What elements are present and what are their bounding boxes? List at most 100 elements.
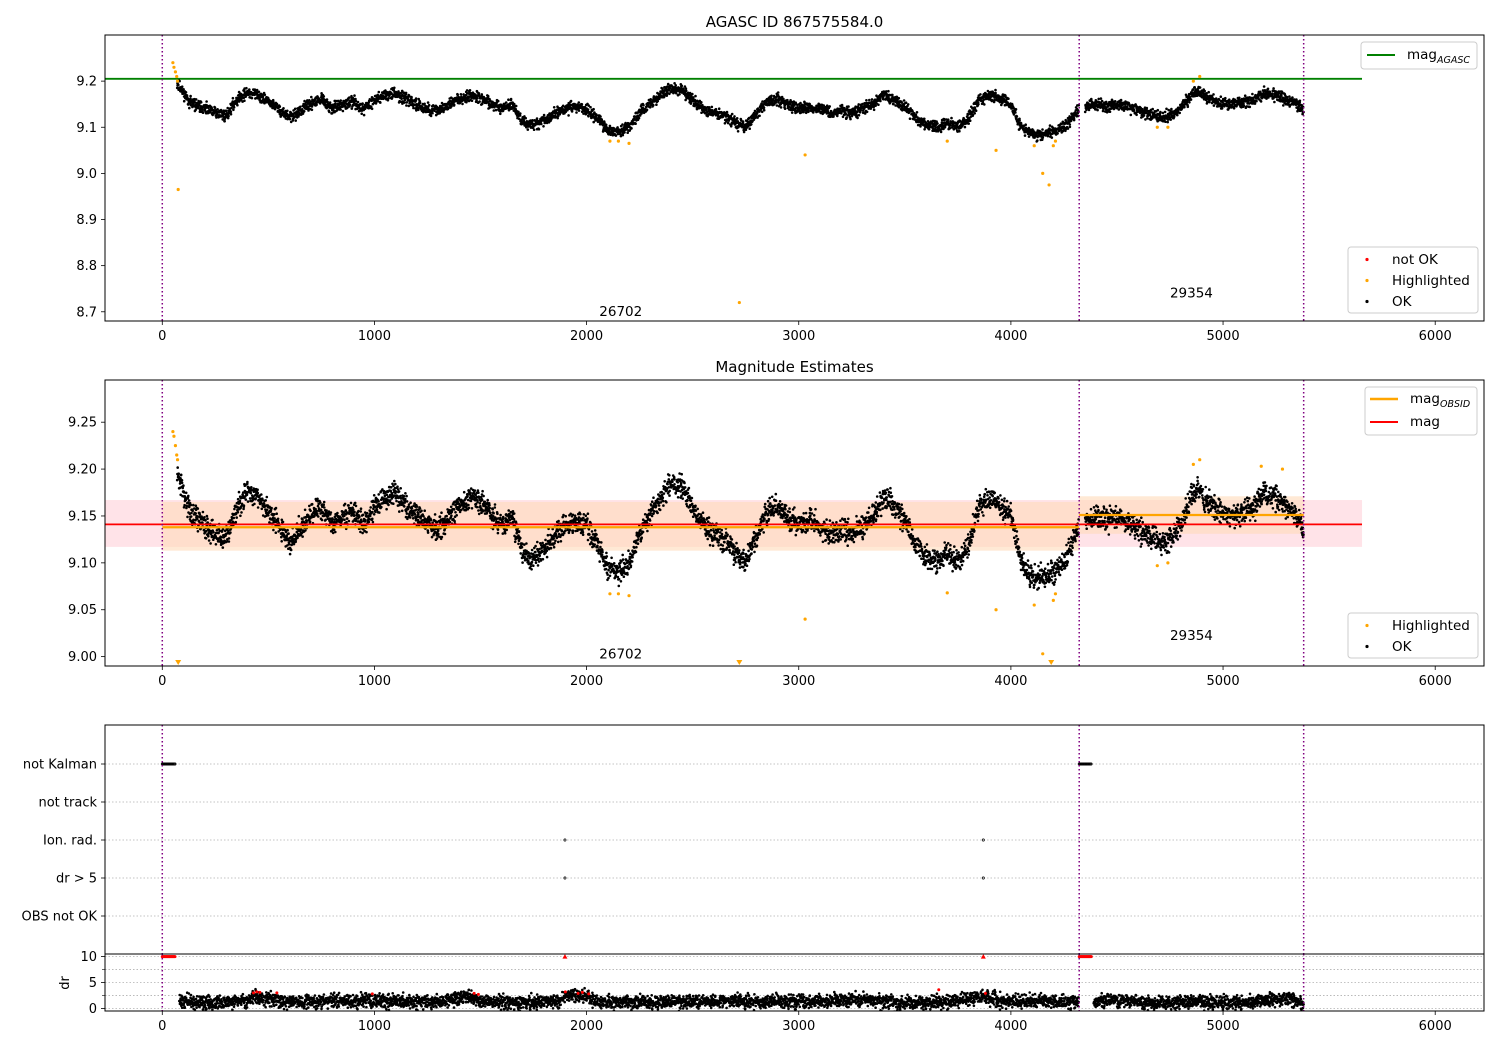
ok-point — [885, 90, 888, 93]
ok-point — [802, 110, 805, 114]
ok-point — [799, 101, 802, 105]
ok-point — [1272, 87, 1275, 90]
ok-point — [762, 108, 766, 112]
ok-point — [963, 125, 967, 129]
highlighted-point — [1166, 125, 1170, 129]
highlighted-point — [175, 74, 179, 79]
ok-point — [919, 125, 922, 128]
ok-point — [339, 108, 342, 111]
ok-point — [1100, 99, 1104, 103]
ok-point — [525, 125, 528, 129]
ok-point — [177, 83, 180, 87]
ok-point — [540, 122, 543, 126]
ok-point — [182, 88, 185, 91]
ok-point — [393, 86, 396, 90]
ok-point — [189, 503, 193, 507]
ok-point — [1135, 113, 1138, 117]
ok-point — [638, 114, 642, 117]
ok-point — [1117, 108, 1121, 111]
ok-point — [587, 104, 590, 107]
ok-point — [410, 95, 413, 99]
ok-point — [923, 128, 926, 131]
ok-point — [226, 116, 230, 120]
ok-point — [1050, 136, 1054, 139]
ok-point — [825, 104, 829, 107]
ok-point — [774, 101, 778, 104]
ok-point — [652, 95, 656, 98]
ok-point — [1142, 114, 1146, 117]
ok-point — [186, 501, 190, 505]
ok-point — [334, 99, 338, 103]
ok-point — [1151, 107, 1154, 111]
ok-point — [628, 129, 632, 132]
ok-point — [682, 87, 685, 90]
ok-point — [616, 126, 619, 129]
ok-point — [537, 128, 541, 131]
ok-point — [725, 110, 729, 114]
ok-point — [182, 484, 185, 487]
ok-point — [512, 102, 516, 106]
ok-point — [832, 115, 835, 118]
ok-point — [462, 93, 465, 96]
ok-point — [175, 478, 179, 482]
ok-point — [182, 506, 186, 509]
ok-point — [258, 98, 262, 102]
ok-point — [423, 102, 426, 106]
highlighted-point — [173, 70, 178, 74]
ok-point — [199, 101, 203, 104]
ok-point — [526, 128, 530, 131]
ok-point — [310, 105, 314, 108]
ok-point — [674, 84, 677, 87]
ok-point — [977, 103, 980, 106]
ok-point — [186, 515, 189, 519]
ok-point — [243, 89, 246, 93]
ok-point — [1273, 100, 1276, 104]
ok-point — [231, 96, 235, 100]
ok-point — [1288, 95, 1291, 98]
ok-point — [361, 102, 364, 105]
ok-point — [666, 82, 670, 86]
ok-point — [328, 110, 331, 114]
highlighted-point — [1198, 74, 1202, 79]
ok-point — [1232, 107, 1236, 110]
ok-point — [939, 130, 943, 134]
ok-point — [604, 123, 608, 127]
highlighted-point — [171, 61, 175, 65]
ok-point — [1253, 102, 1257, 105]
ok-point — [874, 104, 877, 107]
ok-point — [1176, 113, 1179, 117]
ok-point — [418, 101, 422, 104]
ok-point — [1014, 111, 1017, 114]
ok-point — [203, 516, 206, 519]
ok-point — [1271, 92, 1274, 95]
ok-point — [678, 93, 681, 96]
ok-point — [1212, 104, 1216, 107]
ok-point — [1018, 119, 1021, 122]
ok-point — [509, 97, 513, 101]
ok-point — [645, 108, 649, 112]
ok-point — [561, 104, 565, 108]
ok-point — [865, 99, 868, 102]
ok-point — [356, 100, 360, 104]
ok-point — [212, 538, 215, 541]
ok-point — [207, 535, 210, 538]
ok-point — [405, 104, 408, 107]
ok-point — [855, 114, 859, 118]
ok-point — [201, 111, 205, 114]
ok-point — [215, 116, 218, 119]
ok-point — [324, 103, 327, 106]
ok-point — [623, 131, 626, 134]
ok-point — [194, 504, 198, 508]
ok-point — [1224, 96, 1227, 100]
ok-point — [225, 109, 228, 113]
ok-point — [655, 103, 658, 106]
ok-point — [1251, 92, 1254, 96]
ok-point — [1243, 94, 1247, 97]
ok-point — [275, 102, 279, 106]
ok-point — [599, 115, 602, 118]
ok-point — [441, 106, 444, 109]
ok-point — [1212, 93, 1215, 96]
ok-point — [783, 107, 787, 110]
ok-point — [1097, 97, 1100, 101]
ok-point — [968, 119, 972, 122]
